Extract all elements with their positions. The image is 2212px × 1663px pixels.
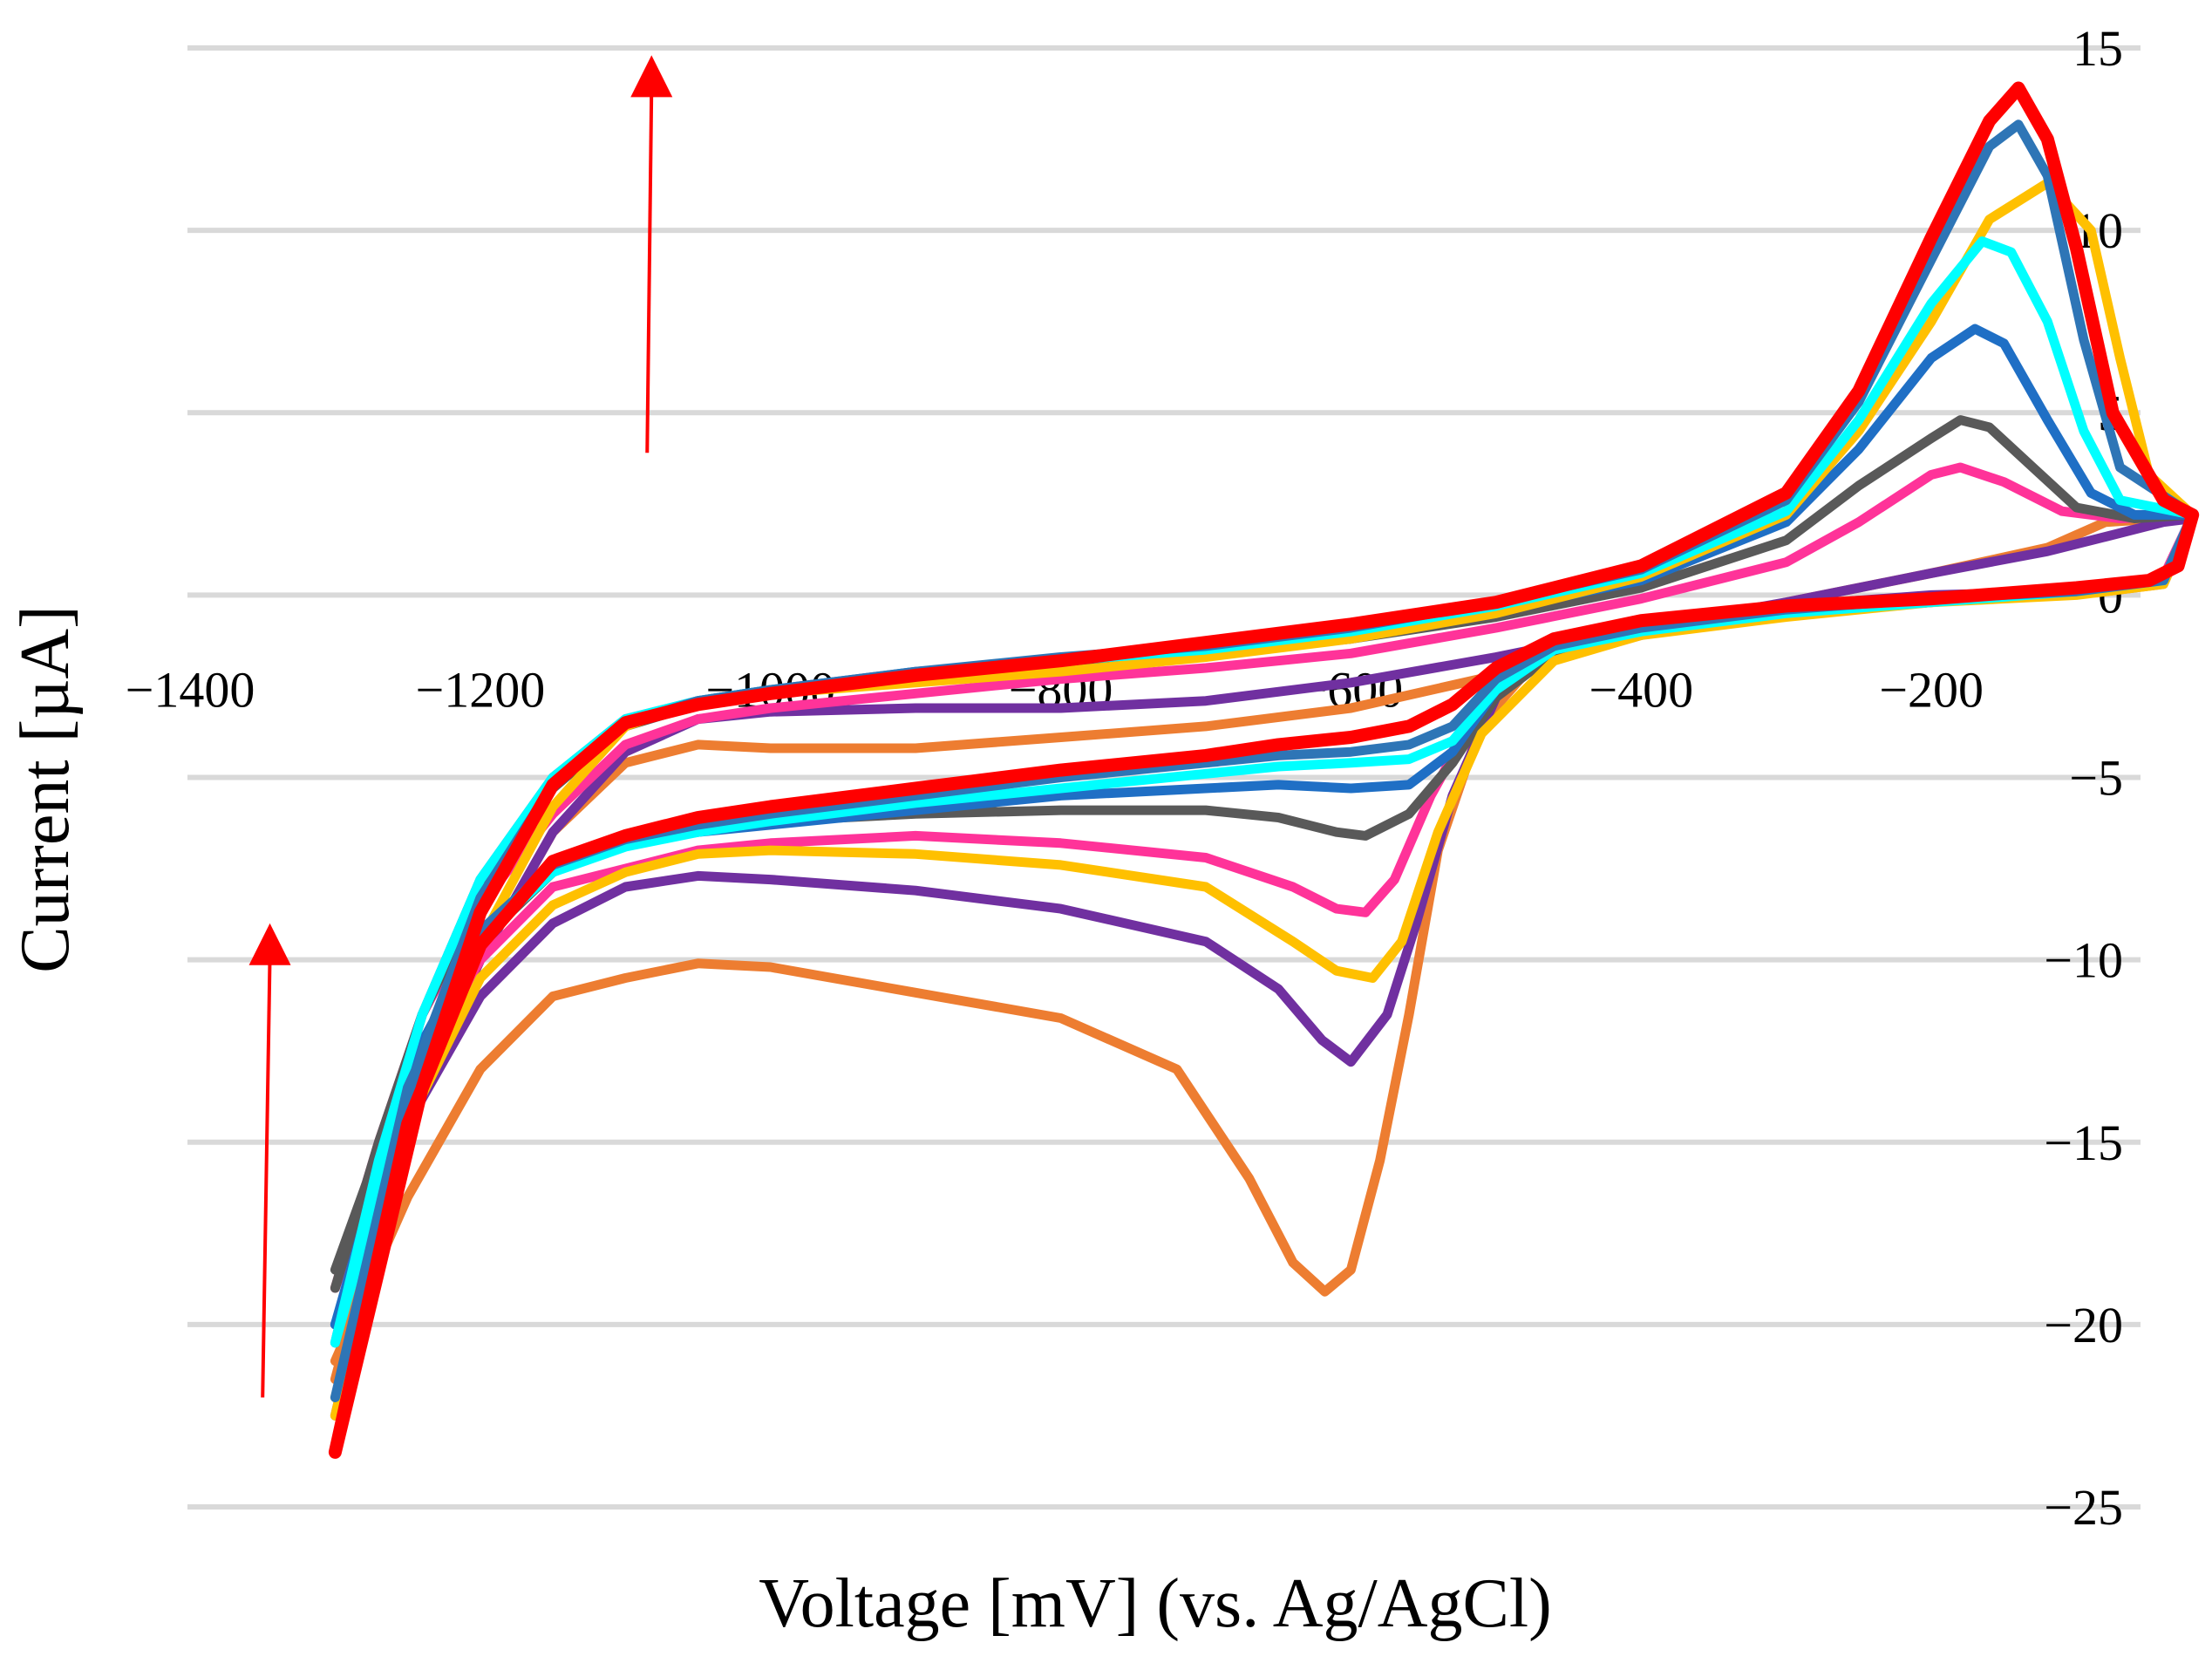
x-tick--1200: −1200 (415, 661, 545, 718)
y-tick--20: −20 (2044, 1297, 2123, 1353)
series-cyan (330, 236, 2198, 1348)
series-curves (328, 81, 2200, 1459)
arrow-shaft (261, 958, 272, 1398)
annotation-arrows (248, 55, 673, 1398)
annotation-arrow-2 (248, 923, 291, 1398)
y-tick--10: −10 (2044, 932, 2123, 989)
x-tick--400: −400 (1589, 661, 1693, 718)
y-axis-title: Current [µA] (7, 605, 84, 973)
arrow-head (248, 923, 291, 965)
series-yellow (330, 178, 2198, 1421)
arrow-shaft (645, 90, 654, 453)
x-tick--1400: −1400 (126, 661, 255, 718)
x-axis-title: Voltage [mV] (vs. Ag/AgCl) (759, 1565, 1552, 1642)
annotation-arrow-1 (630, 55, 673, 453)
y-tick-15: 15 (2072, 20, 2123, 77)
y-tick--15: −15 (2044, 1114, 2123, 1171)
y-tick--25: −25 (2044, 1479, 2123, 1536)
series-red (328, 81, 2200, 1459)
y-tick--5: −5 (2069, 750, 2123, 807)
arrow-head (630, 55, 673, 98)
x-tick--200: −200 (1879, 661, 1984, 718)
